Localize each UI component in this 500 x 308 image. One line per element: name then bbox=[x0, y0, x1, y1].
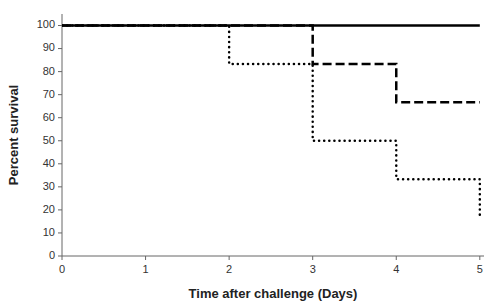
y-tick-label: 90 bbox=[43, 41, 55, 53]
x-axis: 0 1 2 3 4 5 bbox=[59, 256, 483, 275]
x-tick-label: 2 bbox=[226, 263, 232, 275]
x-tick-label: 4 bbox=[393, 263, 399, 275]
x-tick-label: 1 bbox=[143, 263, 149, 275]
y-tick-label: 10 bbox=[43, 226, 55, 238]
y-tick bbox=[58, 117, 62, 118]
x-tick bbox=[229, 256, 230, 260]
y-tick-label: 40 bbox=[43, 157, 55, 169]
y-axis-line bbox=[62, 14, 63, 256]
y-tick bbox=[58, 209, 62, 210]
y-tick bbox=[58, 140, 62, 141]
y-tick-label: 100 bbox=[37, 18, 55, 30]
x-tick bbox=[396, 256, 397, 260]
x-tick-label: 3 bbox=[310, 263, 316, 275]
lines bbox=[62, 26, 480, 218]
y-tick bbox=[58, 25, 62, 26]
y-tick bbox=[58, 48, 62, 49]
x-axis-label: Time after challenge (Days) bbox=[189, 286, 358, 301]
y-axis-label: Percent survival bbox=[6, 85, 21, 185]
x-tick bbox=[479, 256, 480, 260]
x-tick bbox=[62, 256, 63, 260]
y-tick bbox=[58, 186, 62, 187]
y-tick-label: 60 bbox=[43, 111, 55, 123]
chart: 0 10 20 30 40 50 60 70 80 90 100 0 1 2 3 4 5 Time after c… bbox=[0, 0, 500, 308]
x-tick-label: 5 bbox=[477, 263, 483, 275]
x-tick-label: 0 bbox=[59, 263, 65, 275]
x-tick bbox=[145, 256, 146, 260]
y-tick bbox=[58, 232, 62, 233]
y-axis: 0 10 20 30 40 50 60 70 80 90 100 bbox=[37, 18, 62, 260]
survival-line bbox=[62, 26, 480, 218]
y-tick bbox=[58, 94, 62, 95]
y-tick-label: 50 bbox=[43, 134, 55, 146]
x-axis-line bbox=[62, 256, 484, 257]
y-tick-label: 20 bbox=[43, 203, 55, 215]
y-tick-label: 80 bbox=[43, 65, 55, 77]
y-tick bbox=[58, 163, 62, 164]
y-tick-label: 0 bbox=[49, 249, 55, 261]
y-tick-label: 30 bbox=[43, 180, 55, 192]
y-tick bbox=[58, 71, 62, 72]
x-tick bbox=[312, 256, 313, 260]
y-tick bbox=[58, 256, 62, 257]
survival-line bbox=[62, 26, 480, 103]
y-tick-label: 70 bbox=[43, 88, 55, 100]
